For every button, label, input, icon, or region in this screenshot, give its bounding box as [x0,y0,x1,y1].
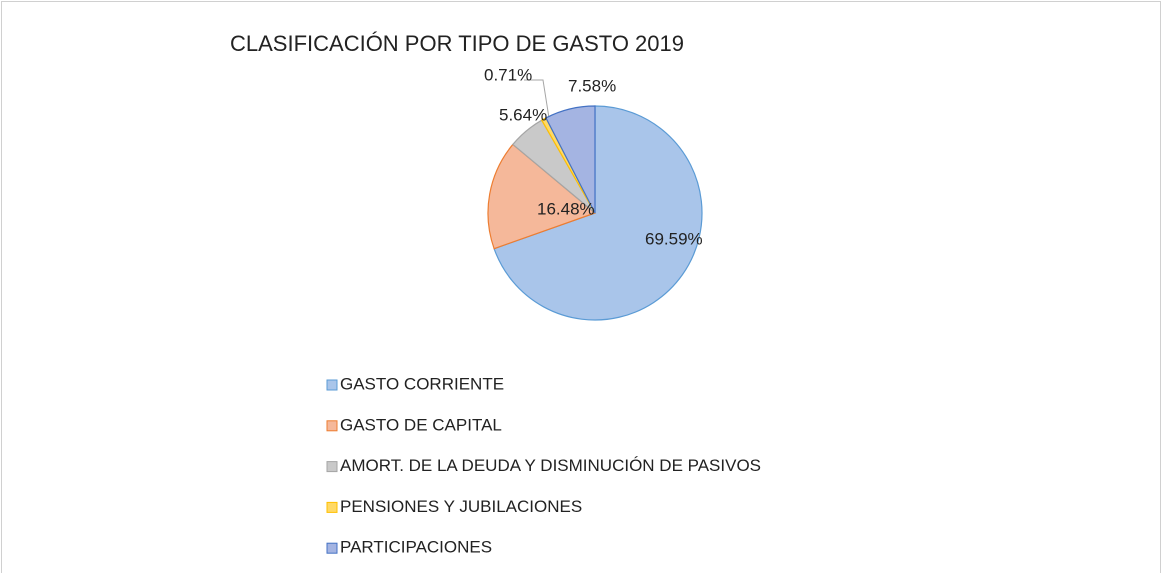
data-label: 5.64% [499,105,547,124]
legend-swatch [326,379,338,391]
data-label: 7.58% [568,76,616,95]
legend-swatch [326,461,338,473]
legend-swatch [326,501,338,513]
pie-slice [545,105,596,214]
legend-swatch [326,542,338,554]
legend-label: GASTO CORRIENTE [340,374,504,393]
data-label: 0.71% [484,65,532,84]
leader-line [524,79,550,119]
legend-label: AMORT. DE LA DEUDA Y DISMINUCIÓN DE PASI… [340,456,761,475]
legend-swatch [326,420,338,432]
data-label: 69.59% [645,229,703,248]
legend-label: PENSIONES Y JUBILACIONES [340,497,582,516]
legend-label: GASTO DE CAPITAL [340,415,502,434]
legend-label: PARTICIPACIONES [340,538,492,557]
pie-slice [487,143,597,250]
chart-title: CLASIFICACIÓN POR TIPO DE GASTO 2019 [230,31,684,56]
pie-slice [493,105,703,321]
data-label: 16.48% [537,199,595,218]
